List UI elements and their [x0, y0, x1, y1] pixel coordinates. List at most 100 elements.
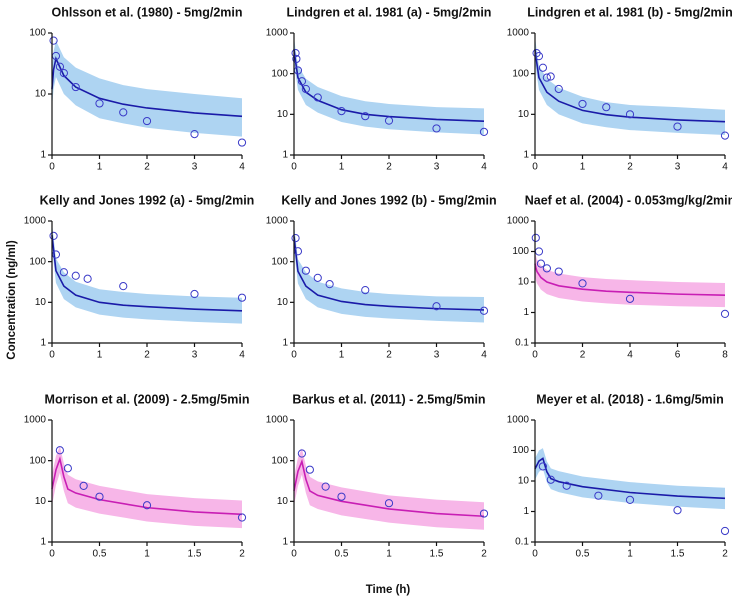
- observed-point: [55, 446, 64, 455]
- x-tick-label: 0: [49, 350, 55, 361]
- x-tick-label: 2: [386, 162, 392, 173]
- observed-point: [578, 99, 587, 109]
- chart-title: Meyer et al. (2018) - 1.6mg/5min: [536, 392, 724, 406]
- y-tick-label: 100: [271, 455, 288, 466]
- x-axis-label: Time (h): [366, 584, 411, 596]
- chart-title: Lindgren et al. 1981 (a) - 5mg/2min: [287, 5, 492, 19]
- y-tick-label: 10: [35, 89, 47, 100]
- y-tick-label: 10: [518, 109, 530, 120]
- observed-point: [297, 77, 307, 86]
- x-tick-label: 4: [481, 162, 487, 173]
- observed-point: [337, 107, 346, 116]
- x-tick-label: 1: [339, 162, 345, 173]
- y-tick-label: 1: [40, 537, 46, 548]
- observed-point: [119, 108, 128, 117]
- y-tick-label: 1000: [266, 415, 289, 426]
- observed-point: [321, 482, 330, 491]
- observed-point: [59, 268, 68, 277]
- observed-point: [479, 306, 489, 315]
- observed-point: [237, 293, 247, 302]
- x-tick-label: 2: [580, 350, 586, 361]
- y-tick-label: 100: [512, 445, 529, 456]
- observed-point: [554, 267, 563, 276]
- x-tick-label: 0.5: [335, 549, 349, 560]
- x-tick-label: 1.5: [671, 549, 685, 560]
- observed-point: [71, 82, 80, 92]
- y-tick-label: 10: [35, 297, 47, 308]
- observed-point: [554, 84, 563, 94]
- x-tick-label: 3: [192, 350, 198, 361]
- x-tick-label: 2: [722, 549, 728, 560]
- x-tick-label: 2: [144, 350, 150, 361]
- y-tick-label: 100: [512, 246, 529, 257]
- x-tick-label: 0: [291, 162, 297, 173]
- observed-point: [562, 481, 571, 490]
- prediction-line: [51, 456, 243, 516]
- observed-point: [625, 294, 635, 303]
- observed-point: [594, 491, 603, 500]
- confidence-band: [294, 223, 484, 323]
- x-tick-label: 2: [386, 350, 392, 361]
- observed-point: [720, 526, 730, 536]
- prediction-line: [293, 49, 485, 122]
- x-tick-label: 3: [434, 162, 440, 173]
- observed-point: [292, 54, 301, 64]
- x-tick-label: 1: [144, 549, 150, 560]
- x-tick-label: 8: [722, 350, 728, 361]
- x-tick-label: 0: [291, 350, 297, 361]
- observed-point: [384, 499, 394, 508]
- observed-point: [142, 501, 152, 510]
- observed-point: [291, 233, 300, 243]
- y-tick-label: 100: [271, 256, 288, 267]
- observed-point: [542, 264, 551, 273]
- y-tick-label: 1000: [24, 415, 47, 426]
- y-tick-label: 1: [282, 338, 288, 349]
- prediction-line: [534, 263, 726, 296]
- x-tick-label: 2: [239, 549, 245, 560]
- y-tick-label: 10: [518, 277, 530, 288]
- chart-title: Barkus et al. (2011) - 2.5mg/5min: [292, 392, 485, 406]
- observed-point: [538, 63, 548, 72]
- observed-point: [361, 112, 370, 121]
- observed-point: [83, 274, 92, 283]
- observed-point: [55, 62, 65, 71]
- confidence-band: [52, 445, 242, 529]
- confidence-band: [535, 251, 725, 308]
- y-tick-label: 1: [282, 150, 288, 161]
- x-tick-label: 1: [627, 549, 633, 560]
- observed-point: [673, 122, 682, 131]
- observed-point: [95, 492, 104, 501]
- x-tick-label: 0: [532, 549, 538, 560]
- y-tick-label: 1000: [266, 28, 289, 39]
- x-tick-label: 0: [532, 350, 538, 361]
- x-tick-label: 3: [675, 162, 681, 173]
- prediction-line: [51, 235, 243, 312]
- x-tick-label: 1: [580, 162, 586, 173]
- x-tick-label: 0.5: [576, 549, 590, 560]
- observed-point: [479, 127, 489, 136]
- observed-point: [49, 231, 58, 241]
- x-tick-label: 1.5: [430, 549, 444, 560]
- y-tick-label: 1: [523, 506, 529, 517]
- prediction-line: [293, 236, 485, 311]
- x-tick-label: 4: [722, 162, 728, 173]
- observed-point: [534, 247, 544, 256]
- observed-point: [119, 282, 128, 291]
- observed-point: [291, 49, 300, 58]
- chart-title: Naef et al. (2004) - 0.053mg/kg/2min: [525, 193, 732, 207]
- y-tick-label: 100: [512, 68, 529, 79]
- confidence-band: [52, 222, 242, 324]
- x-tick-label: 1.5: [188, 549, 202, 560]
- x-tick-label: 4: [481, 350, 487, 361]
- prediction-line: [293, 458, 485, 518]
- observed-point: [63, 464, 72, 473]
- y-tick-label: 10: [518, 476, 530, 487]
- observed-point: [432, 302, 441, 311]
- x-tick-label: 0.5: [93, 549, 107, 560]
- observed-point: [673, 506, 682, 515]
- y-tick-label: 1: [523, 307, 529, 318]
- confidence-band: [294, 448, 484, 530]
- observed-point: [305, 465, 314, 474]
- y-tick-label: 100: [271, 68, 288, 79]
